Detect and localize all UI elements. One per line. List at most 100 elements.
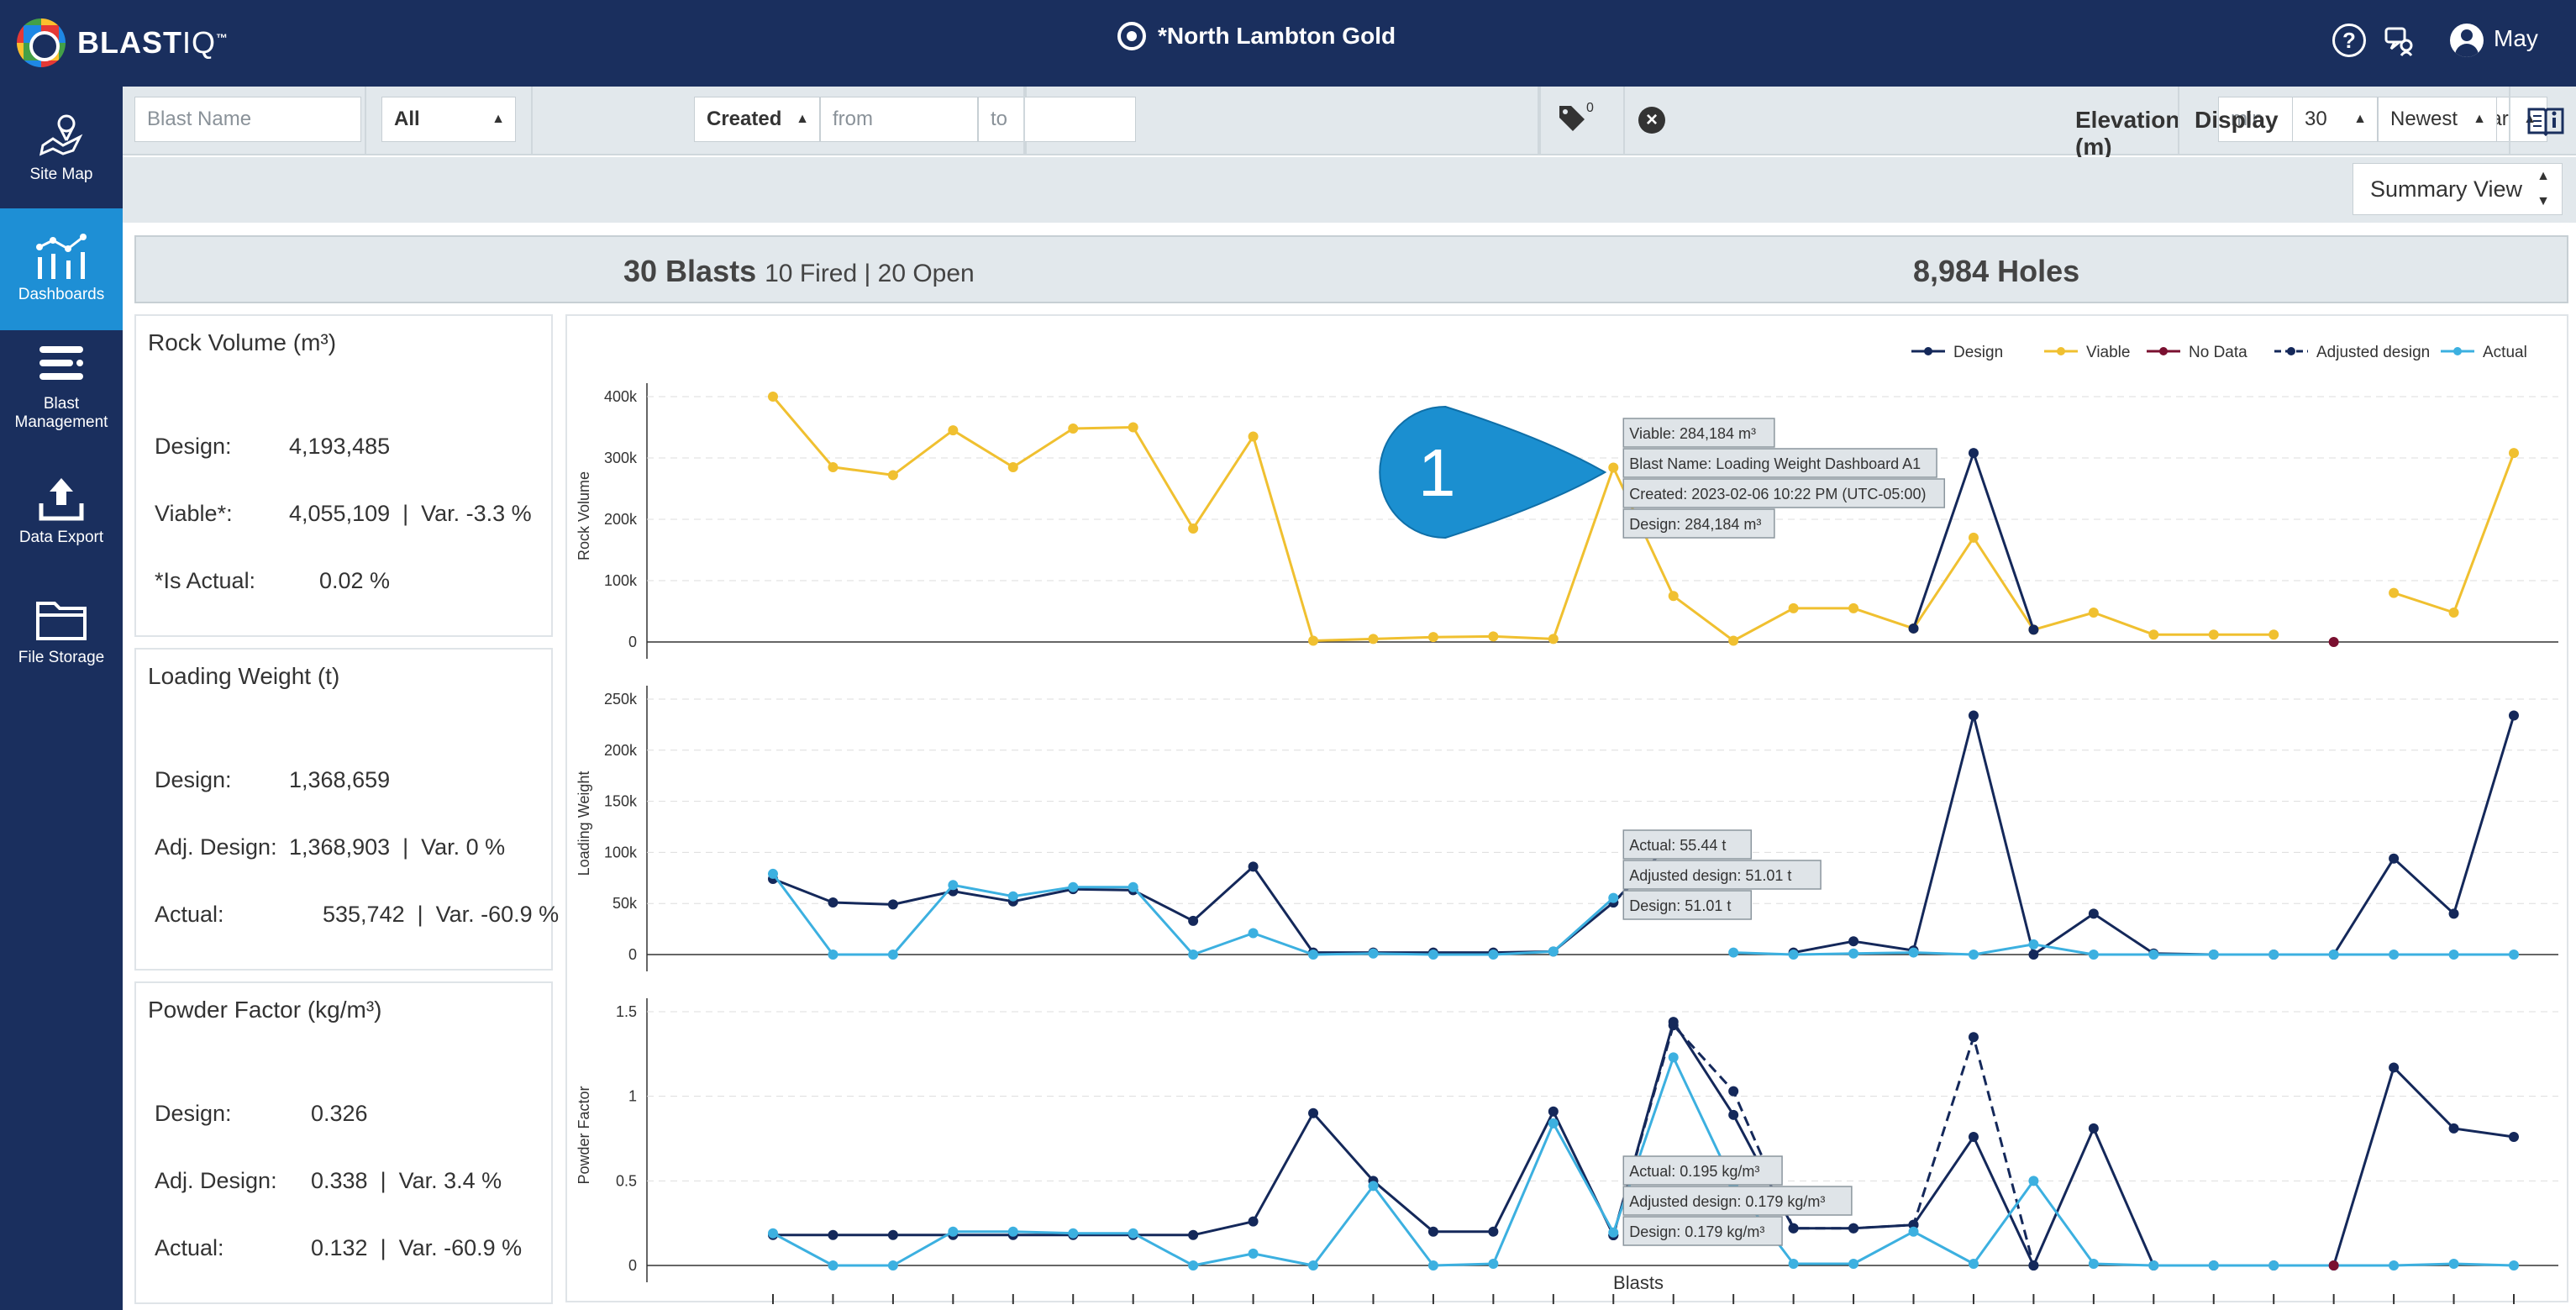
data-point-design[interactable] [1188,915,1199,926]
data-point-actual[interactable] [1848,1258,1859,1269]
data-point-design[interactable] [2448,908,2459,919]
data-point-actual[interactable] [2509,950,2519,960]
data-point-viable[interactable] [1548,634,1559,644]
data-point-viable[interactable] [2088,607,2099,618]
clear-filters-icon[interactable]: × [1638,107,1665,134]
data-point-viable[interactable] [768,392,778,402]
data-point-actual[interactable] [1248,1248,1259,1259]
data-point-actual[interactable] [1128,881,1138,892]
data-point-actual[interactable] [887,950,898,960]
sidebar-item-blast-management[interactable]: Blast Management [0,343,123,444]
data-point-viable[interactable] [887,470,898,481]
data-point-actual[interactable] [1908,1226,1919,1237]
data-point-actual[interactable] [1427,1260,1438,1271]
data-point-design[interactable] [2389,853,2400,864]
data-point-design[interactable] [2509,1131,2519,1142]
data-point-viable[interactable] [828,461,839,472]
data-point-viable[interactable] [1488,631,1499,642]
data-point-design[interactable] [1728,1109,1739,1120]
date-to-input[interactable]: to [978,97,1136,142]
data-point-viable[interactable] [1788,602,1799,613]
data-point-actual[interactable] [1308,1260,1319,1271]
data-point-actual[interactable] [1548,946,1559,957]
data-point-actual[interactable] [948,880,959,891]
data-point-actual[interactable] [1788,950,1799,960]
data-point-actual[interactable] [1007,1226,1018,1237]
date-from-input[interactable]: from [820,97,978,142]
data-point-design[interactable] [2088,908,2099,919]
data-point-actual[interactable] [2448,1258,2459,1269]
data-point-actual[interactable] [948,1226,959,1237]
data-point-actual[interactable] [1188,950,1199,960]
data-point-actual[interactable] [887,1260,898,1271]
data-point-design[interactable] [828,897,839,908]
data-point-actual[interactable] [1968,1258,1979,1269]
data-point-actual[interactable] [2448,950,2459,960]
blastiq-logo[interactable]: BLASTIQ™ [17,18,229,67]
data-point-actual[interactable] [1427,950,1438,960]
data-point-actual[interactable] [2028,939,2039,950]
data-point-viable[interactable] [2208,629,2219,640]
data-point-actual[interactable] [2268,1260,2279,1271]
data-point-actual[interactable] [2028,1176,2039,1186]
data-point-actual[interactable] [2148,1260,2159,1271]
data-point-actual[interactable] [1488,1258,1499,1269]
data-point-viable[interactable] [1128,422,1138,433]
data-point-design[interactable] [828,1229,839,1240]
data-point-actual[interactable] [1128,1228,1138,1239]
data-point-actual[interactable] [1188,1260,1199,1271]
data-point-adjusted-design[interactable] [1788,1223,1799,1234]
data-point-viable[interactable] [2509,448,2519,459]
data-point-actual[interactable] [1068,1228,1079,1239]
data-point-viable[interactable] [1068,423,1079,434]
data-point-design[interactable] [1848,936,1859,947]
tag-filter-button[interactable]: 0 [1556,101,1596,136]
support-chat-icon[interactable] [2383,24,2416,57]
data-point-viable[interactable] [2389,587,2400,598]
data-point-actual[interactable] [2389,1260,2400,1271]
data-point-actual[interactable] [768,868,778,879]
data-point-actual[interactable] [1668,1052,1679,1063]
data-point-design[interactable] [2448,1123,2459,1134]
data-point-viable[interactable] [1968,532,1979,543]
data-point-adjusted-design[interactable] [2028,1260,2039,1271]
data-point-viable[interactable] [1188,523,1199,534]
data-point-design[interactable] [1908,623,1919,634]
data-point-actual[interactable] [2328,950,2339,960]
data-point-actual[interactable] [1968,950,1979,960]
sidebar-item-dashboards[interactable]: Dashboards [0,208,123,330]
data-point-viable[interactable] [1668,591,1679,602]
data-point-design[interactable] [887,899,898,910]
data-point-adjusted-design[interactable] [1968,1032,1979,1043]
data-point-design[interactable] [2028,624,2039,635]
data-point-no-data[interactable] [2328,1260,2339,1271]
data-point-viable[interactable] [1728,635,1739,646]
data-point-design[interactable] [1248,861,1259,872]
data-point-viable[interactable] [1007,461,1018,472]
data-point-viable[interactable] [1427,632,1438,643]
data-point-adjusted-design[interactable] [1848,1223,1859,1234]
data-point-no-data[interactable] [2328,637,2339,647]
data-point-design[interactable] [2088,1123,2099,1134]
data-point-actual[interactable] [1488,950,1499,960]
data-point-actual[interactable] [2509,1260,2519,1271]
data-point-design[interactable] [1427,1226,1438,1237]
data-point-actual[interactable] [1308,950,1319,960]
data-point-actual[interactable] [768,1228,778,1239]
date-type-select[interactable]: Created▲▼ [694,97,820,170]
data-point-actual[interactable] [1368,1181,1379,1192]
data-point-design[interactable] [2389,1062,2400,1073]
data-point-viable[interactable] [1248,431,1259,442]
data-point-actual[interactable] [2148,950,2159,960]
data-point-design[interactable] [1968,710,1979,721]
data-point-actual[interactable] [1548,1118,1559,1128]
data-point-viable[interactable] [1608,462,1619,473]
data-point-actual[interactable] [2389,950,2400,960]
display-count-select[interactable]: 30▲▼ [2292,97,2378,170]
data-point-actual[interactable] [1007,891,1018,902]
data-point-actual[interactable] [828,950,839,960]
site-selector[interactable]: *North Lambton Gold [1117,22,1396,50]
sidebar-item-site-map[interactable]: Site Map [0,110,123,203]
data-point-actual[interactable] [1608,892,1619,903]
data-point-actual[interactable] [1368,948,1379,959]
